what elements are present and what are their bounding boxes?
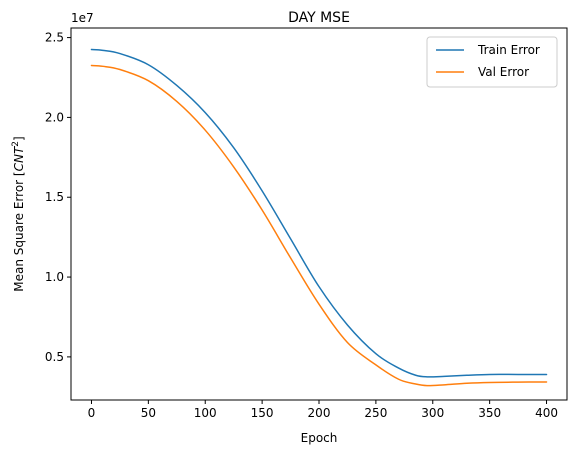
y-axis-label: Mean Square Error [CNT2] xyxy=(11,136,26,291)
plot-area xyxy=(71,28,567,400)
y-tick-label: 1.0 xyxy=(45,270,64,284)
y-axis-multiplier: 1e7 xyxy=(71,11,94,25)
x-tick-label: 200 xyxy=(308,406,331,420)
series-layer xyxy=(90,48,548,387)
y-tick-label: 2.0 xyxy=(45,110,64,124)
x-tick-label: 400 xyxy=(535,406,558,420)
y-axis-ticks: 0.5 1.0 1.5 2.0 2.5 xyxy=(45,31,71,364)
chart-title: DAY MSE xyxy=(288,10,350,26)
x-axis-label: Epoch xyxy=(301,431,338,445)
y-axis-label-symbol: CNT xyxy=(12,145,26,171)
y-axis-label-close: ] xyxy=(12,136,26,141)
plot-frame xyxy=(70,27,568,401)
y-axis-label-superscript: 2 xyxy=(11,141,21,147)
legend-label-train: Train Error xyxy=(477,43,540,57)
x-tick-label: 0 xyxy=(88,406,96,420)
y-axis-label-main: Mean Square Error [ xyxy=(12,171,26,291)
y-tick-label: 1.5 xyxy=(45,190,64,204)
x-tick-label: 100 xyxy=(194,406,217,420)
legend: Train Error Val Error xyxy=(426,36,558,88)
x-tick-label: 150 xyxy=(251,406,274,420)
legend-label-val: Val Error xyxy=(478,65,529,79)
x-tick-label: 350 xyxy=(478,406,501,420)
x-axis-ticks: 0 50 100 150 200 250 300 350 400 xyxy=(88,400,558,420)
x-tick-label: 250 xyxy=(364,406,387,420)
x-tick-label: 300 xyxy=(421,406,444,420)
series-line-train xyxy=(90,48,548,378)
x-tick-label: 50 xyxy=(141,406,156,420)
y-tick-label: 0.5 xyxy=(45,350,64,364)
series-line-val xyxy=(90,64,548,387)
y-tick-label: 2.5 xyxy=(45,31,64,45)
